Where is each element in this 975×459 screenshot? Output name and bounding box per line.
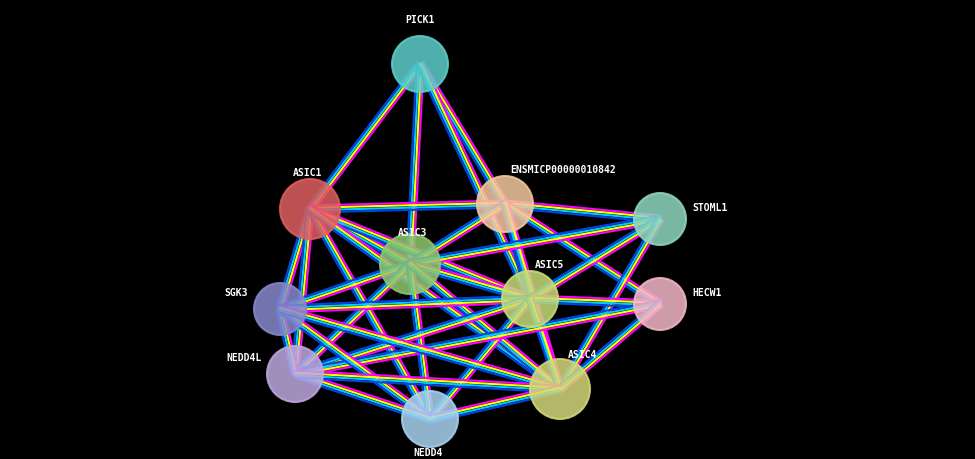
Text: HECW1: HECW1 <box>692 287 722 297</box>
Text: ASIC4: ASIC4 <box>568 349 598 359</box>
Text: NEDD4: NEDD4 <box>413 447 443 457</box>
Circle shape <box>380 235 440 294</box>
Text: SGK3: SGK3 <box>224 287 248 297</box>
Circle shape <box>392 37 448 93</box>
Circle shape <box>254 283 306 335</box>
Text: PICK1: PICK1 <box>406 15 435 25</box>
Circle shape <box>530 359 590 419</box>
Circle shape <box>634 279 686 330</box>
Circle shape <box>634 194 686 246</box>
Circle shape <box>280 179 340 240</box>
Text: ASIC1: ASIC1 <box>293 168 323 178</box>
Circle shape <box>477 177 533 233</box>
Circle shape <box>502 271 558 327</box>
Text: ASIC5: ASIC5 <box>535 259 565 269</box>
Circle shape <box>267 346 323 402</box>
Circle shape <box>402 391 458 447</box>
Text: ENSMICP00000010842: ENSMICP00000010842 <box>510 165 616 174</box>
Text: STOML1: STOML1 <box>692 202 727 213</box>
Text: NEDD4L: NEDD4L <box>227 352 262 362</box>
Text: ASIC3: ASIC3 <box>399 228 428 237</box>
